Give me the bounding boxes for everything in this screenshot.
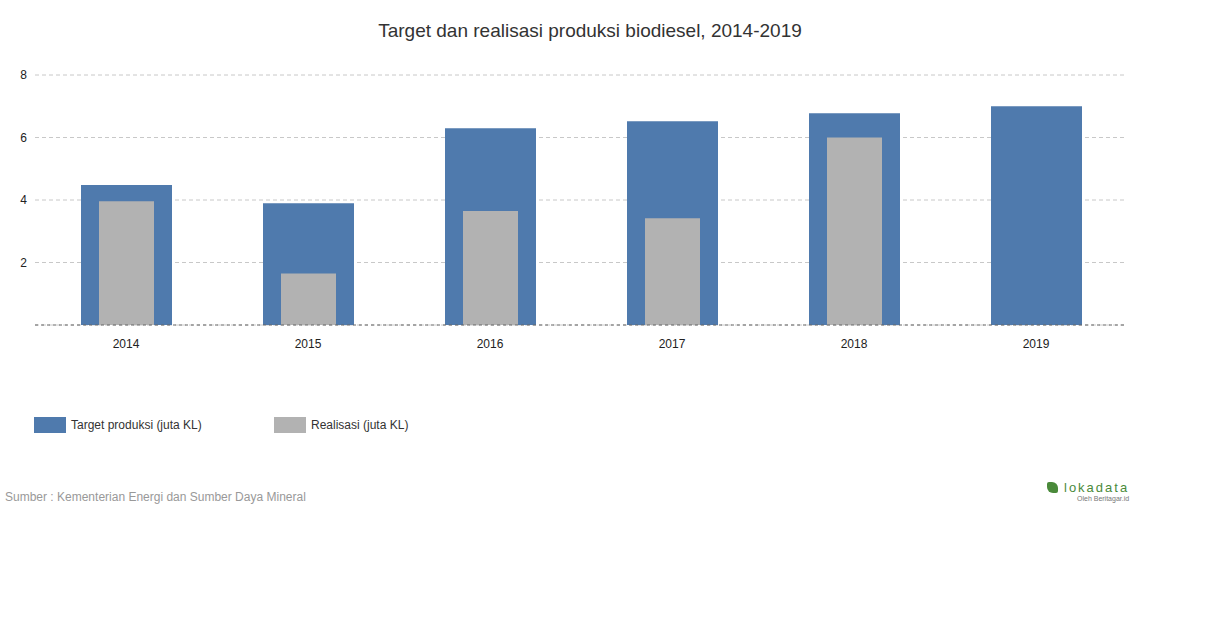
svg-text:2015: 2015 — [295, 337, 322, 351]
html-text:Realisasi (juta KL): Realisasi (juta KL) — [311, 418, 409, 432]
svg-text:4: 4 — [20, 193, 27, 207]
svg-text:2: 2 — [20, 256, 27, 270]
html-text:Target produksi (juta KL): Target produksi (juta KL) — [71, 418, 202, 432]
svg-text:2014: 2014 — [113, 337, 140, 351]
html-text:Sumber : Kementerian Energi da: Sumber : Kementerian Energi dan Sumber D… — [5, 490, 306, 504]
html-text:Target dan realisasi produksi: Target dan realisasi produksi biodiesel,… — [378, 20, 802, 41]
svg-text:6: 6 — [20, 131, 27, 145]
svg-text:8: 8 — [20, 68, 27, 82]
svg-text:2019: 2019 — [1023, 337, 1050, 351]
html-text:lokadata: lokadata — [1064, 480, 1130, 495]
svg-text:2018: 2018 — [841, 337, 868, 351]
svg-text:2017: 2017 — [659, 337, 686, 351]
html-text:Oleh Beritagar.id: Oleh Beritagar.id — [1077, 495, 1130, 502]
svg-text:2016: 2016 — [477, 337, 504, 351]
